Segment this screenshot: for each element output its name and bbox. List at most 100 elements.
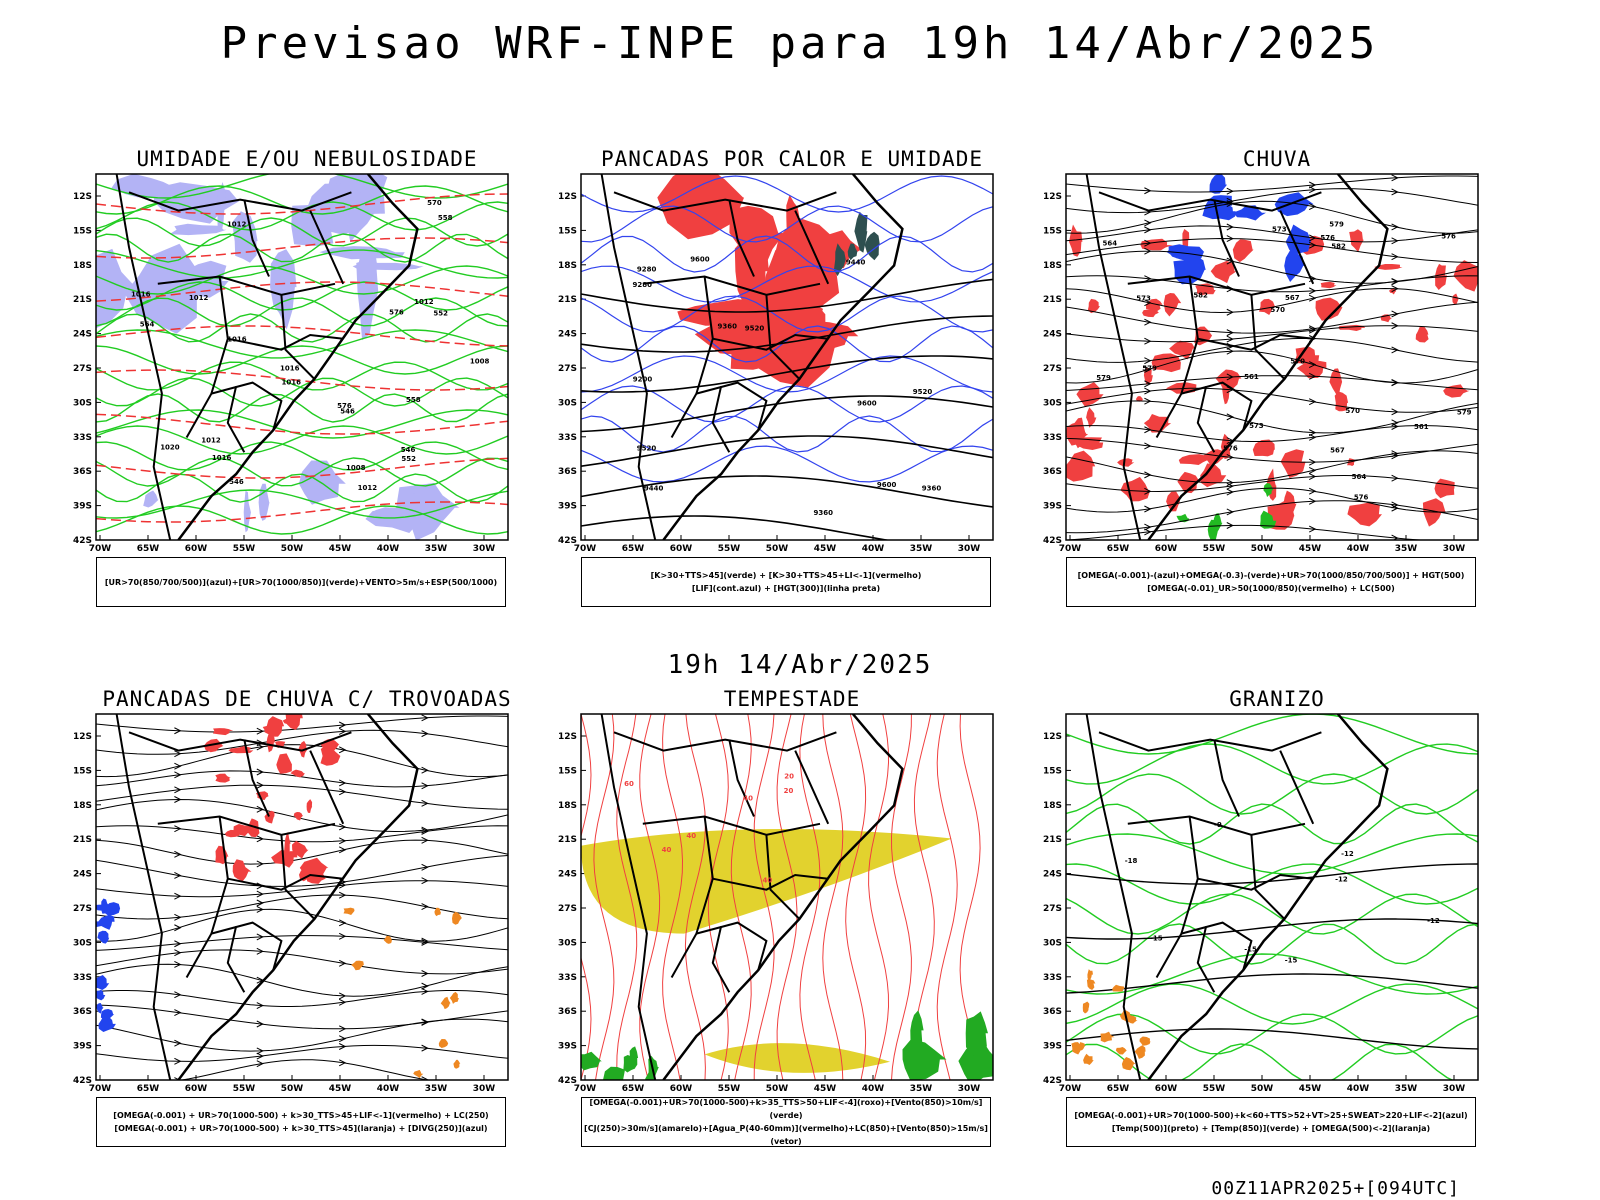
border-line: [243, 199, 270, 277]
contour-label: 20: [784, 772, 794, 780]
border-line: [1196, 386, 1216, 453]
streamline-arrow: [338, 1059, 347, 1067]
legend-line-1: [OMEGA(-0.001)+UR>70(1000-500)+k>35_TTS>…: [589, 1098, 983, 1120]
lif-line: [581, 265, 993, 303]
streamline-arrow: [1391, 277, 1399, 285]
contour-label: 573: [1136, 294, 1151, 302]
streamline: [96, 990, 508, 1007]
border-line: [226, 926, 246, 993]
lat-tick-label: 36S: [558, 1007, 577, 1017]
border-line: [642, 275, 821, 296]
streamline-arrow: [421, 970, 429, 977]
streamline: [96, 798, 508, 833]
omega-500-area-patch: [1139, 1036, 1151, 1046]
lon-tick-label: 40W: [862, 544, 885, 554]
contour-label: 9520: [913, 388, 933, 396]
lon-tick-label: 35W: [425, 1084, 448, 1094]
lat-tick-label: 33S: [558, 973, 577, 983]
lat-tick-label: 24S: [73, 870, 92, 880]
streamline-arrow: [256, 835, 264, 843]
omega-500-area-patch: [1134, 1045, 1146, 1059]
k-tts-area-patch: [343, 907, 355, 915]
streamline: [1066, 375, 1478, 391]
border-line: [1181, 921, 1253, 971]
lat-tick-label: 42S: [73, 1076, 92, 1086]
contour-label: 567: [1330, 446, 1345, 454]
rain-area-patch: [1296, 359, 1327, 379]
rain-area-patch: [1210, 260, 1237, 284]
border-line: [613, 731, 837, 752]
streamline: [662, 714, 684, 1080]
legend-tempestade: [OMEGA(-0.001)+UR>70(1000-500)+k>35_TTS>…: [581, 1097, 991, 1147]
legend-line-1: [OMEGA(-0.001) + UR>70(1000-500) + k>30_…: [113, 1111, 489, 1120]
streamline: [1066, 325, 1478, 343]
streamline-arrow: [1308, 433, 1317, 441]
streamline-arrow: [1226, 482, 1234, 490]
contour-label: 579: [1142, 365, 1157, 373]
lon-tick-label: 30W: [473, 1084, 496, 1094]
temp850-contours: [1066, 714, 1478, 1080]
contour-line: [96, 361, 508, 391]
rain-area-patch: [1215, 369, 1242, 393]
streamline-arrow: [338, 1035, 347, 1043]
streamline-arrow: [421, 782, 429, 790]
contour-label: 40: [686, 832, 696, 840]
temp850-line: [1066, 714, 1478, 755]
temp850-line: [1066, 1013, 1478, 1055]
border-line: [696, 921, 768, 971]
streamline: [799, 714, 821, 1080]
streamline-arrow: [421, 827, 429, 835]
lat-tick-label: 12S: [1043, 732, 1062, 742]
lat-tick-label: 18S: [558, 261, 577, 271]
contour-label: 9280: [637, 266, 657, 274]
streamline: [1066, 524, 1429, 540]
contour-label: 9520: [637, 444, 657, 452]
streamline-arrow: [1391, 346, 1399, 354]
streamline-arrow: [174, 1009, 182, 1017]
contour-line: [96, 329, 508, 359]
streamline-arrow: [1308, 372, 1317, 380]
streamline-arrow: [174, 872, 182, 879]
streamline-arrow: [1144, 442, 1152, 450]
lon-tick-label: 35W: [910, 1084, 933, 1094]
legend-trovoadas: [OMEGA(-0.001) + UR>70(1000-500) + k>30_…: [96, 1097, 506, 1147]
thunder-area-patch: [290, 769, 305, 778]
thunder-area-patch: [264, 810, 275, 824]
rain-area-patch: [1374, 264, 1403, 270]
streamline-arrow: [1391, 379, 1399, 386]
lon-tick-label: 50W: [1251, 1084, 1274, 1094]
lon-tick-label: 35W: [425, 544, 448, 554]
lat-tick-label: 15S: [1043, 766, 1062, 776]
contour-line: [96, 441, 508, 471]
contour-line: [96, 185, 508, 215]
streamline-arrow: [338, 919, 347, 927]
contour-label: 1008: [470, 357, 490, 365]
lat-tick-label: 39S: [558, 1042, 577, 1052]
rain-area-patch: [1280, 449, 1306, 478]
coastline: [662, 714, 904, 1080]
border-line: [226, 386, 246, 453]
rain-area-patch: [1135, 396, 1143, 402]
coastline: [1147, 714, 1389, 1080]
temp850-line: [1066, 983, 1478, 1025]
rain-area-patch: [1151, 353, 1181, 373]
political-borders: [115, 714, 419, 1080]
wind-850-area-patch: [629, 1046, 639, 1069]
omega-500-area-patch: [1121, 1057, 1136, 1071]
legend-line-2: [OMEGA(-0.001) + UR>70(1000-500) + k>30_…: [114, 1124, 488, 1133]
streamline-arrow: [338, 837, 347, 845]
streamline-arrow: [174, 750, 182, 758]
contour-label: 1012: [227, 221, 247, 229]
border-line: [794, 210, 830, 285]
contour-label: 546: [229, 478, 244, 486]
lon-tick-label: 70W: [574, 544, 597, 554]
border-line: [1155, 816, 1199, 978]
border-line: [1213, 199, 1240, 277]
streamline-arrow: [1308, 287, 1317, 295]
